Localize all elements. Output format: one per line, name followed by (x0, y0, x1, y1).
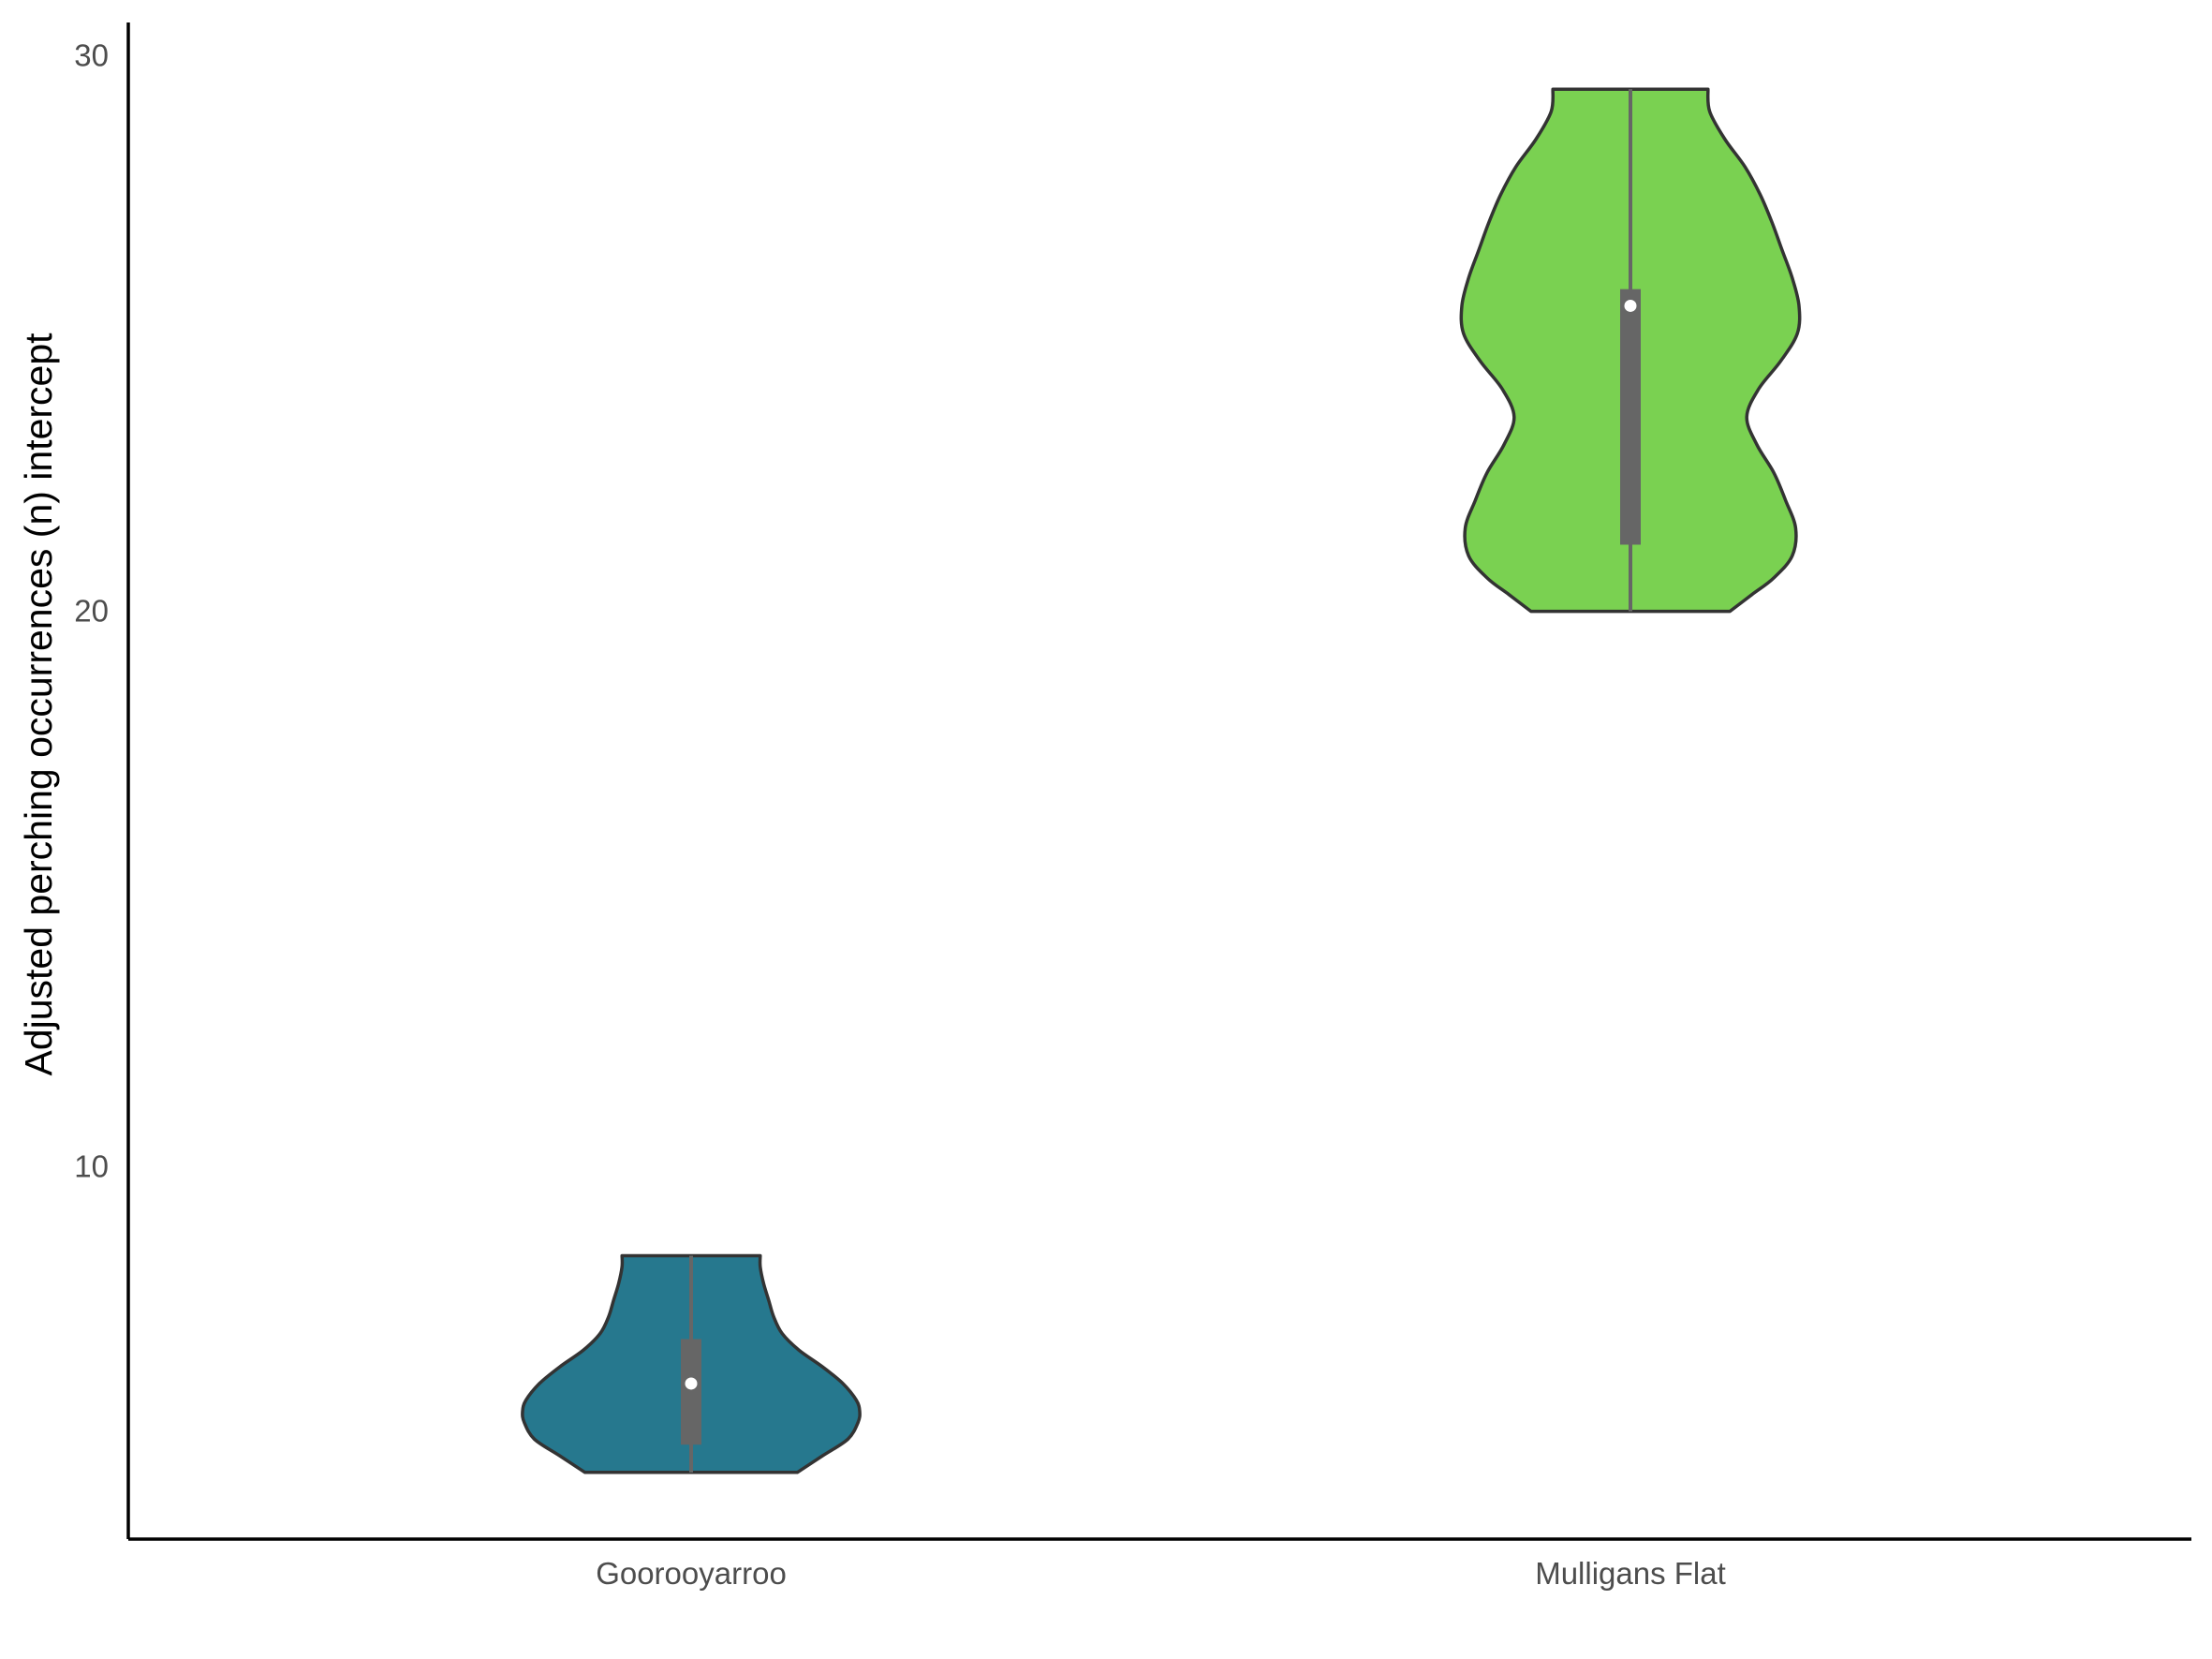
y-axis-title: Adjusted perching occurrences (n) interc… (17, 333, 60, 1076)
violins-layer (521, 87, 1802, 1474)
x-tick-label: Goorooyarroo (596, 1556, 787, 1591)
violin-median-point (1624, 299, 1637, 312)
axes-layer (126, 22, 2191, 1541)
violin-group (1459, 87, 1802, 614)
x-tick-label: Mulligans Flat (1535, 1556, 1726, 1591)
y-tick-label: 10 (74, 1149, 109, 1184)
violin-group (521, 1253, 862, 1474)
x-tick-labels: Goorooyarroo Mulligans Flat (596, 1556, 1726, 1591)
violin-iqr-box (1620, 289, 1641, 545)
y-tick-label: 20 (74, 594, 109, 629)
violin-iqr-box (681, 1339, 701, 1445)
y-tick-label: 30 (74, 38, 109, 73)
violin-median-point (685, 1377, 698, 1390)
y-tick-labels: 10 20 30 (74, 38, 109, 1184)
